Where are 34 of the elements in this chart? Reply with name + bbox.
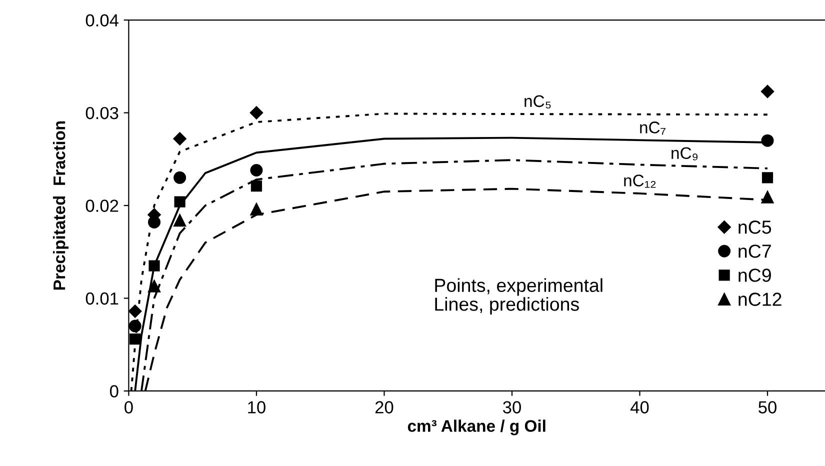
point <box>250 180 262 192</box>
legend-label: nC5 <box>738 220 772 234</box>
point <box>174 196 186 208</box>
x-tick-label: 0 <box>124 401 133 414</box>
point <box>173 132 186 146</box>
x-tick-label: 50 <box>758 401 776 414</box>
series-label: nC₇ <box>640 122 666 135</box>
x-tick-label: 10 <box>248 401 266 414</box>
point <box>250 164 263 177</box>
y-axis-title: Precipitated Fraction <box>52 121 69 290</box>
legend-label: nC7 <box>738 244 771 258</box>
legend-label: nC9 <box>738 268 771 282</box>
series-label: nC₅ <box>524 95 551 108</box>
point <box>762 172 774 184</box>
y-tick-label: 0.04 <box>86 14 118 26</box>
series-label: nC₉ <box>672 147 698 160</box>
point <box>174 171 186 184</box>
x-tick-label: 40 <box>630 401 649 414</box>
point <box>174 214 186 227</box>
point <box>761 190 774 204</box>
y-tick-label: 0.02 <box>86 200 118 212</box>
x-axis-title: cm³ Alkane / g Oil <box>408 420 546 436</box>
point <box>128 304 142 318</box>
series-label: nC₁₂ <box>624 174 656 188</box>
annotation: Points, experimental Lines, predictions <box>435 278 602 315</box>
y-tick-label: 0.01 <box>86 292 118 305</box>
x-tick-label: 30 <box>502 401 521 414</box>
point <box>250 106 264 120</box>
legend-label: nC12 <box>738 292 782 306</box>
point <box>148 260 160 272</box>
y-tick-label: 0.03 <box>86 106 118 120</box>
point <box>760 84 774 98</box>
x-tick-label: 20 <box>375 401 394 414</box>
y-tick-label: 0 <box>110 385 118 398</box>
